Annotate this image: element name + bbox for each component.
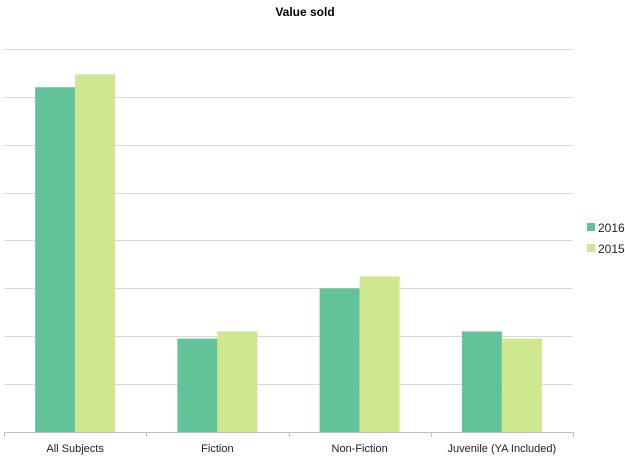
x-tick-label: Non-Fiction <box>332 443 388 455</box>
bar-2016-fiction <box>177 338 218 432</box>
legend-label-2016: 2016 <box>598 221 625 235</box>
chart-title: Value sold <box>275 5 334 19</box>
legend-label-2015: 2015 <box>598 242 625 256</box>
legend-swatch-2015 <box>587 244 595 252</box>
x-axis: All Subjects Fiction Non-Fiction Juvenile (… <box>4 432 574 455</box>
x-tick-label: Fiction <box>201 443 233 455</box>
legend-swatch-2016 <box>587 223 595 231</box>
x-tick-label: Juvenile (YA Included) <box>448 443 557 455</box>
legend: 2016 2015 <box>587 221 625 256</box>
bar-2015-all-subjects <box>75 74 116 433</box>
bar-2015-fiction <box>217 331 258 432</box>
bar-2016-juvenile-ya-included <box>461 331 502 432</box>
bar-2016-all-subjects <box>35 87 76 432</box>
bar-2015-non-fiction <box>359 276 400 432</box>
bars <box>35 74 542 433</box>
bar-2015-juvenile-ya-included <box>501 338 542 432</box>
x-tick-label: All Subjects <box>46 443 104 455</box>
bar-2016-non-fiction <box>319 288 360 432</box>
